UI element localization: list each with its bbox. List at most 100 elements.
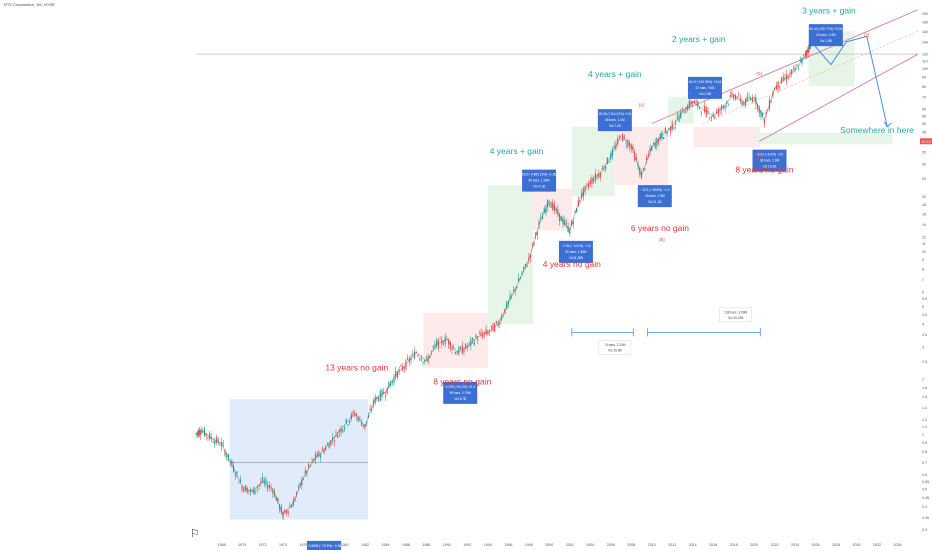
candle-body (646, 156, 648, 161)
y-tick-label: 50 (922, 122, 926, 126)
measure-info-box (637, 185, 672, 208)
candle-body (314, 454, 317, 460)
candle-body (417, 355, 419, 357)
y-tick-label: 200 (922, 12, 928, 16)
candle-body (712, 113, 714, 117)
candle-body (475, 335, 477, 338)
candle-body (613, 146, 615, 148)
candle-body (727, 103, 730, 105)
candle-body (325, 447, 327, 451)
candle-body (567, 225, 569, 233)
y-tick-label: 18 (922, 203, 926, 207)
x-tick-label: 1976 (300, 543, 308, 547)
candle-body (219, 445, 221, 446)
y-tick-label: 14 (922, 223, 926, 227)
candle-body (666, 131, 668, 134)
candle-body (809, 43, 812, 49)
candle-body (272, 490, 274, 494)
measure-info-box (522, 169, 557, 192)
candle-body (198, 429, 201, 435)
candle-body (333, 440, 335, 443)
shaded-zone (229, 399, 369, 520)
candle-body (480, 332, 482, 336)
candle-body (209, 433, 211, 440)
y-tick-label: 0.55 (922, 480, 929, 484)
candle-body (500, 316, 503, 320)
candle-body (558, 213, 561, 222)
y-tick-label: 3.5 (922, 333, 927, 337)
candle-body (285, 511, 288, 514)
candle-body (458, 347, 460, 355)
x-tick-label: 2030 (853, 543, 861, 547)
y-tick-label: 1.2 (922, 418, 927, 422)
candle-body (620, 139, 622, 140)
y-tick-label: 35 (922, 150, 926, 154)
candle-body (507, 301, 509, 304)
candle-body (478, 333, 480, 335)
measure-info-text: −0.5808 (−70.9%) −0.58 (307, 544, 342, 548)
candle-body (217, 438, 219, 443)
candle-body (388, 381, 390, 389)
measure-info-text: 50.40 (+50.77%) +5.04 (810, 27, 843, 31)
candle-body (686, 105, 689, 111)
candle-body (396, 371, 399, 379)
candle-body (199, 433, 201, 436)
candle-body (743, 102, 745, 106)
candle-body (516, 286, 518, 289)
candle-body (238, 482, 240, 484)
x-tick-label: 1998 (525, 543, 533, 547)
candle-body (715, 111, 718, 113)
x-tick-label: 1970 (238, 543, 246, 547)
measure-info-text: 99 bars, 2.79M (450, 391, 472, 395)
measure-info-text: Vol 7.1B (609, 124, 621, 128)
candle-body (750, 98, 752, 101)
candle-body (599, 172, 602, 178)
x-tick-label: 1980 (340, 543, 348, 547)
y-tick-label: 20 (922, 195, 926, 199)
candle-body (340, 428, 342, 433)
candle-body (545, 207, 547, 214)
measure-info-text: 58 bars, 1.4M (605, 118, 625, 122)
candle-body (803, 54, 805, 56)
candle-body (337, 434, 339, 438)
y-tick-label: 11 (922, 242, 926, 246)
candle-body (644, 168, 646, 170)
x-tick-label: 2012 (668, 543, 676, 547)
candle-body (579, 200, 581, 202)
candle-body (628, 142, 631, 147)
candle-body (538, 221, 540, 225)
candle-body (692, 101, 694, 104)
y-tick-label: 2 (922, 377, 924, 381)
measure-info-text: 28.35 (+114.02%) +2.8 (599, 112, 632, 116)
candle-body (413, 351, 416, 359)
candle-body (540, 216, 542, 218)
measure-info-box (808, 24, 843, 47)
candle-body (593, 179, 595, 183)
candle-body (321, 448, 323, 451)
candle-body (316, 453, 318, 458)
shaded-zone (756, 132, 893, 145)
candle-body (415, 352, 417, 354)
y-tick-label: 9 (922, 258, 924, 262)
y-tick-label: 3 (922, 345, 924, 349)
chart-annotation: 2 years + gain (672, 34, 726, 44)
candle-body (533, 242, 535, 245)
measure-info-text: Vol 8.25B (569, 256, 583, 260)
candle-body (490, 325, 492, 328)
chart-annotation: 13 years no gain (325, 363, 388, 373)
candle-body (335, 431, 337, 433)
candle-body (506, 302, 508, 309)
candle-body (248, 490, 250, 491)
candle-body (287, 510, 289, 514)
shaded-zone (487, 185, 533, 324)
measure-info-box (752, 149, 787, 172)
candle-body (693, 100, 696, 104)
candle-body (794, 67, 796, 70)
measure-info-text: 34.47 (+60.35%) +3.44 (689, 80, 722, 84)
candle-body (680, 111, 682, 119)
candle-body (587, 184, 590, 187)
candle-body (231, 461, 233, 466)
y-tick-label: 16 (922, 212, 926, 216)
candle-body (791, 69, 793, 74)
